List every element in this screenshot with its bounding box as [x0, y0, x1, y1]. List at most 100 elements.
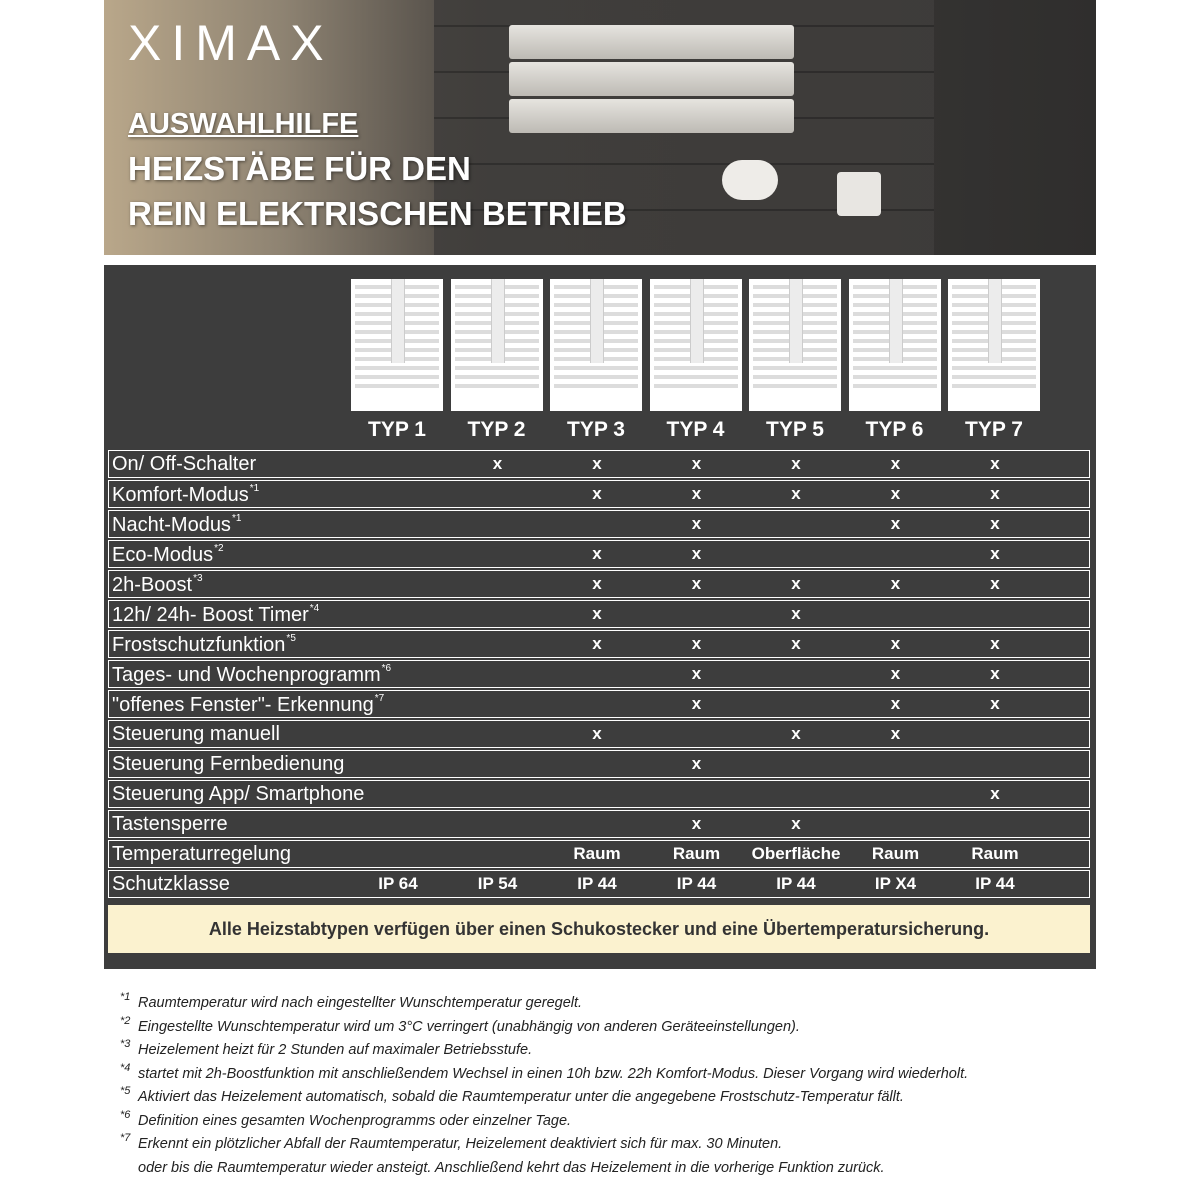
table-cell: x [990, 784, 1000, 803]
table-cell: x [890, 574, 901, 593]
column-header: TYP 3 [567, 418, 625, 441]
image-detail [852, 366, 937, 370]
image-detail [355, 366, 439, 370]
banner: XIMAX AUSWAHLHILFE HEIZSTÄBE FÜR DEN REI… [104, 0, 1096, 255]
row-label-text: Schutzklasse [112, 873, 230, 895]
footnote: *6 Definition eines gesamten Wochenprogra… [120, 1109, 1120, 1134]
footnote-text: Heizelement heizt für 2 Stunden auf maxi… [138, 1042, 533, 1058]
footnote-ref: *4 [309, 603, 320, 614]
table-cell: x [890, 634, 901, 653]
image-detail [590, 279, 604, 363]
image-detail [554, 375, 638, 379]
footnote-ref: *1 [249, 483, 260, 494]
table-cell: x [791, 814, 801, 833]
footnote-ref: *3 [193, 573, 203, 584]
image-detail [391, 279, 405, 363]
row-label-text: Temperaturregelung [112, 843, 291, 865]
logo: XIMAX [128, 15, 334, 71]
row-label: Eco-Modus*2 [112, 543, 224, 567]
row-label: Frostschutzfunktion*5 [112, 633, 296, 657]
table-cell: x [791, 574, 801, 593]
image-detail [554, 384, 638, 388]
footnote-marker: *5 [120, 1085, 131, 1097]
footnote: *5 Aktiviert das Heizelement automatisch,… [120, 1085, 1120, 1110]
row-label-text: Frostschutzfunktion [112, 634, 286, 656]
footnote: oder bis die Raumtemperatur wieder anste… [120, 1157, 1120, 1181]
table-cell: IP 54 [477, 874, 518, 893]
table-cell: x [691, 574, 702, 593]
radiator-image [509, 99, 794, 133]
footnote-ref: *6 [381, 663, 392, 674]
table-cell: x [890, 514, 901, 533]
table-cell: x [691, 754, 702, 773]
row-label: Tages- und Wochenprogramm*6 [112, 663, 391, 687]
row-label-text: Komfort-Modus [112, 484, 249, 506]
table-row: Steuerung App/ Smartphone x [108, 780, 1090, 808]
row-label: On/ Off-Schalter [112, 453, 256, 476]
table-cell: x [691, 454, 702, 473]
table-row: On/ Off-Schalter x x x x x x [108, 450, 1090, 478]
table-row: "offenes Fenster"- Erkennung*7 x x x [108, 690, 1090, 718]
column-header: TYP 4 [666, 418, 725, 441]
table-cell: x [492, 454, 503, 473]
table-cell: x [691, 544, 702, 563]
footnote: *4 startet mit 2h-Boostfunktion mit ansch… [120, 1062, 1120, 1087]
table-cell: x [890, 484, 901, 503]
footnote-marker: *4 [120, 1061, 131, 1074]
table-cell: IP 44 [676, 874, 717, 893]
row-label-text: On/ Off-Schalter [112, 453, 257, 475]
table-cell: x [791, 724, 801, 743]
table-cell: x [791, 454, 801, 473]
row-label: Komfort-Modus*1 [112, 483, 259, 507]
row-label-text: Eco-Modus [112, 544, 214, 566]
column-header: TYP 2 [467, 418, 526, 441]
table-cell: x [691, 484, 702, 503]
image-detail [789, 279, 803, 363]
footnote-ref: *1 [231, 513, 242, 524]
row-label-text: Nacht-Modus [112, 514, 231, 536]
title-line: AUSWAHLHILFE [128, 108, 359, 140]
table-cell: x [990, 454, 1000, 473]
table-cell: x [691, 694, 702, 713]
table-cell: IP X4 [874, 874, 917, 893]
row-label: Steuerung App/ Smartphone [112, 783, 364, 806]
notice: Alle Heizstabtypen verfügen über einen S… [108, 905, 1090, 953]
table-cell: IP 64 [378, 874, 418, 893]
table-cell: IP 44 [975, 874, 1015, 893]
table-row: Temperaturregelung Raum Raum Oberfläche Raum… [108, 840, 1090, 868]
row-label: 2h-Boost*3 [112, 573, 203, 597]
footnote-ref: *7 [374, 693, 385, 704]
table-cell: x [592, 574, 602, 593]
table-row: Tages- und Wochenprogramm*6 x x x [108, 660, 1090, 688]
footnote-text: Eingestellte Wunschtemperatur wird um 3°… [138, 1018, 800, 1035]
footnote-text: startet mit 2h-Boostfunktion mit anschli… [138, 1065, 969, 1082]
footnote-marker: *2 [120, 1014, 131, 1027]
socket-image [837, 172, 881, 216]
row-label: "offenes Fenster"- Erkennung*7 [112, 693, 384, 717]
row-label-text: "offenes Fenster"- Erkennung [112, 694, 374, 716]
table-cell: x [691, 634, 702, 653]
table-cell: x [990, 634, 1000, 653]
column-header: TYP 1 [368, 418, 426, 441]
table-row: Nacht-Modus*1 x x x [108, 510, 1090, 538]
row-label-text: Steuerung Fernbedienung [112, 753, 345, 775]
row-label: Steuerung Fernbedienung [112, 753, 344, 776]
table-row: Tastensperre x x [108, 810, 1090, 838]
product-image [550, 279, 642, 411]
table-cell: x [791, 604, 801, 623]
table-cell: x [791, 634, 801, 653]
table-row: Frostschutzfunktion*5 x x x x x [108, 630, 1090, 658]
row-label: Steuerung manuell [112, 723, 280, 746]
image-detail [454, 375, 539, 379]
image-detail [355, 375, 439, 379]
table-cell: x [592, 634, 602, 653]
product-image [450, 279, 543, 411]
table-cell: x [592, 724, 602, 743]
image-detail [653, 384, 738, 388]
controller-image [722, 160, 778, 200]
table-cell: x [890, 454, 901, 473]
footnote-text: Aktiviert das Heizelement automatisch, s… [138, 1089, 904, 1105]
product-image [351, 279, 443, 411]
